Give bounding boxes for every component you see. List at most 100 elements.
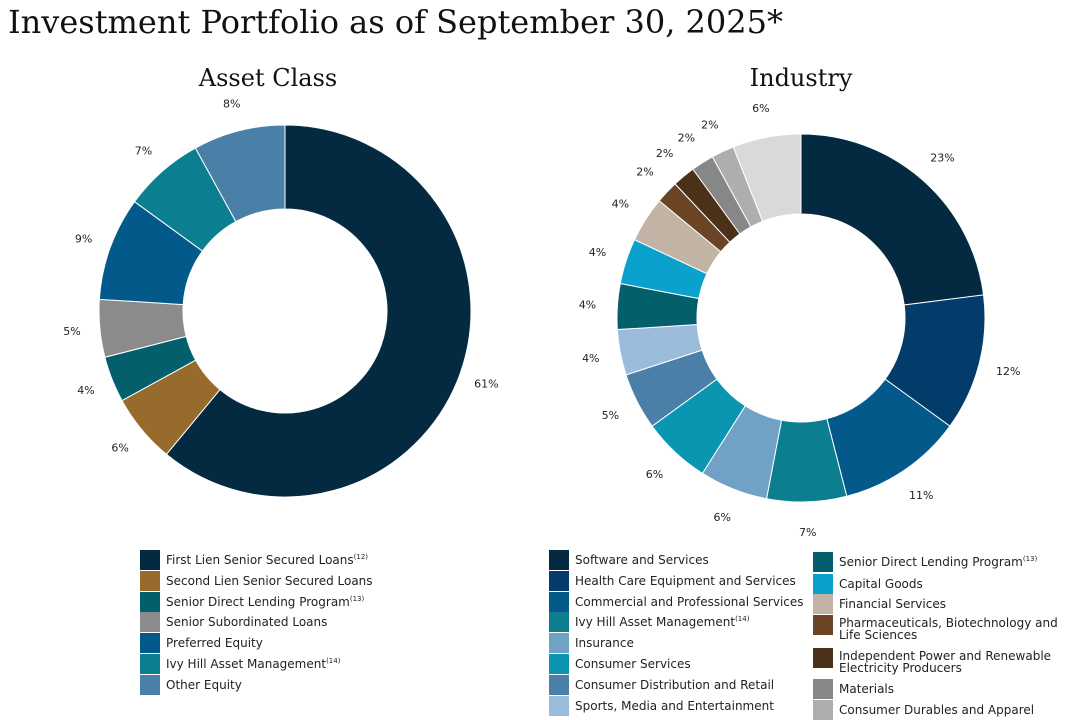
legend-label: Software and Services xyxy=(575,553,709,567)
industry-data-label-sports-media-and-entertainment: 4% xyxy=(582,352,599,365)
asset-data-label-second-lien-senior-secured-loans: 6% xyxy=(111,441,128,454)
industry-legend-item-sports-media-and-entertainment: Sports, Media and Entertainment xyxy=(549,695,774,716)
legend-swatch xyxy=(140,654,160,674)
legend-label: Materials xyxy=(839,682,895,696)
legend-swatch xyxy=(140,612,160,633)
legend-label: Insurance xyxy=(575,636,634,651)
legend-label: Senior Direct Lending Program(13) xyxy=(839,555,1038,569)
legend-swatch xyxy=(813,700,833,720)
industry-legend-item-independent-power-and-renewable-electricity-producers: Independent Power and Renewable Electric… xyxy=(813,648,1061,674)
asset-data-label-ivy-hill-asset-management: 7% xyxy=(135,144,152,157)
asset-legend-item-preferred-equity: Preferred Equity xyxy=(140,633,263,654)
legend-swatch xyxy=(813,648,833,668)
asset-legend-item-senior-subordinated-loans: Senior Subordinated Loans xyxy=(140,612,328,633)
legend-swatch xyxy=(549,654,569,674)
legend-label: Capital Goods xyxy=(839,577,923,591)
legend-label: Commercial and Professional Services xyxy=(575,594,804,609)
legend-label: Consumer Services xyxy=(575,657,691,671)
industry-data-label-commercial-and-professional-services: 11% xyxy=(909,489,933,502)
legend-swatch xyxy=(140,674,160,695)
legend-label: Pharmaceuticals, Biotechnology and Life … xyxy=(839,616,1058,642)
legend-swatch xyxy=(813,574,833,594)
industry-slice-software-and-services xyxy=(800,133,985,306)
legend-label: Preferred Equity xyxy=(166,636,263,651)
industry-legend-item-software-and-services: Software and Services xyxy=(549,550,709,570)
industry-data-label-financial-services: 4% xyxy=(612,197,629,210)
industry-data-label-materials: 2% xyxy=(678,131,695,144)
legend-swatch xyxy=(549,591,569,612)
footnote-marker: (14) xyxy=(735,615,750,624)
legend-swatch xyxy=(813,552,833,572)
industry-data-label-capital-goods: 4% xyxy=(589,246,606,259)
legend-swatch xyxy=(549,570,569,591)
industry-data-label-consumer-distribution-and-retail: 5% xyxy=(602,409,619,422)
industry-legend-item-pharmaceuticals-biotechnology-and-life-sciences: Pharmaceuticals, Biotechnology and Life … xyxy=(813,615,1061,641)
industry-legend-item-materials: Materials xyxy=(813,679,894,699)
asset-data-label-first-lien-senior-secured-loans: 61% xyxy=(474,377,498,390)
asset-class-chart-title: Asset Class xyxy=(198,64,338,92)
asset-legend-item-other-equity: Other Equity xyxy=(140,674,242,695)
industry-data-label-ivy-hill-asset-management: 7% xyxy=(799,526,816,539)
legend-label: Consumer Distribution and Retail xyxy=(575,677,775,692)
page-title: Investment Portfolio as of September 30,… xyxy=(8,3,783,41)
industry-data-label-consumer-durables-and-apparel: 2% xyxy=(701,118,718,131)
legend-swatch xyxy=(140,570,160,591)
industry-legend-item-commercial-and-professional-services: Commercial and Professional Services xyxy=(549,591,804,612)
industry-legend-item-consumer-services: Consumer Services xyxy=(549,654,691,674)
legend-swatch xyxy=(813,594,833,614)
legend-label: First Lien Senior Secured Loans(12) xyxy=(166,553,369,567)
legend-swatch xyxy=(140,633,160,654)
industry-chart-title: Industry xyxy=(749,64,853,92)
industry-slice-other xyxy=(732,133,802,222)
asset-data-label-senior-subordinated-loans: 5% xyxy=(63,325,80,338)
industry-legend-item-insurance: Insurance xyxy=(549,633,634,654)
legend-label: Second Lien Senior Secured Loans xyxy=(166,573,373,588)
legend-swatch xyxy=(813,615,833,635)
legend-swatch xyxy=(140,550,160,570)
footnote-marker: (13) xyxy=(349,594,365,603)
asset-legend-item-ivy-hill-asset-management: Ivy Hill Asset Management(14) xyxy=(140,654,340,674)
legend-label: Financial Services xyxy=(839,597,946,611)
legend-label: Sports, Media and Entertainment xyxy=(575,698,774,713)
industry-data-label-software-and-services: 23% xyxy=(930,151,954,164)
industry-legend-item-senior-direct-lending-program: Senior Direct Lending Program(13) xyxy=(813,552,1037,572)
industry-data-label-senior-direct-lending-program: 4% xyxy=(579,299,596,312)
asset-slice-other-equity xyxy=(194,124,286,223)
asset-legend-item-second-lien-senior-secured-loans: Second Lien Senior Secured Loans xyxy=(140,570,373,591)
legend-swatch xyxy=(549,674,569,695)
legend-label: Ivy Hill Asset Management(14) xyxy=(575,615,750,630)
legend-label: Other Equity xyxy=(166,677,242,692)
industry-legend-item-financial-services: Financial Services xyxy=(813,594,946,614)
asset-legend-item-senior-direct-lending-program: Senior Direct Lending Program(13) xyxy=(140,591,365,612)
industry-data-label-independent-power-and-renewable-electricity-producers: 2% xyxy=(656,147,673,160)
asset-data-label-senior-direct-lending-program: 4% xyxy=(77,384,94,397)
legend-label: Senior Subordinated Loans xyxy=(166,615,328,630)
legend-label: Health Care Equipment and Services xyxy=(575,573,796,588)
asset-data-label-other-equity: 8% xyxy=(223,98,240,111)
industry-data-label-health-care-equipment-and-services: 12% xyxy=(996,365,1020,378)
industry-data-label-consumer-services: 6% xyxy=(646,468,663,481)
footnote-marker: (12) xyxy=(353,553,369,561)
legend-swatch xyxy=(549,612,569,633)
industry-legend-item-capital-goods: Capital Goods xyxy=(813,574,923,594)
legend-swatch xyxy=(549,695,569,716)
legend-swatch xyxy=(549,633,569,654)
footnote-marker: (14) xyxy=(326,657,341,665)
industry-legend-item-ivy-hill-asset-management: Ivy Hill Asset Management(14) xyxy=(549,612,750,633)
legend-label: Senior Direct Lending Program(13) xyxy=(166,594,365,609)
footnote-marker: (13) xyxy=(1022,555,1038,563)
industry-data-label-other: 6% xyxy=(752,102,769,115)
legend-label: Ivy Hill Asset Management(14) xyxy=(166,657,341,671)
legend-label: Consumer Durables and Apparel xyxy=(839,703,1035,717)
industry-data-label-pharmaceuticals-biotechnology-and-life-sciences: 2% xyxy=(636,166,653,179)
legend-swatch xyxy=(549,550,569,570)
legend-label: Independent Power and Renewable Electric… xyxy=(839,649,1052,675)
industry-data-label-insurance: 6% xyxy=(713,511,730,524)
industry-legend-item-consumer-distribution-and-retail: Consumer Distribution and Retail xyxy=(549,674,775,695)
asset-data-label-preferred-equity: 9% xyxy=(75,233,92,246)
industry-legend-item-health-care-equipment-and-services: Health Care Equipment and Services xyxy=(549,570,796,591)
industry-legend-item-consumer-durables-and-apparel: Consumer Durables and Apparel xyxy=(813,700,1034,720)
legend-swatch xyxy=(140,591,160,612)
